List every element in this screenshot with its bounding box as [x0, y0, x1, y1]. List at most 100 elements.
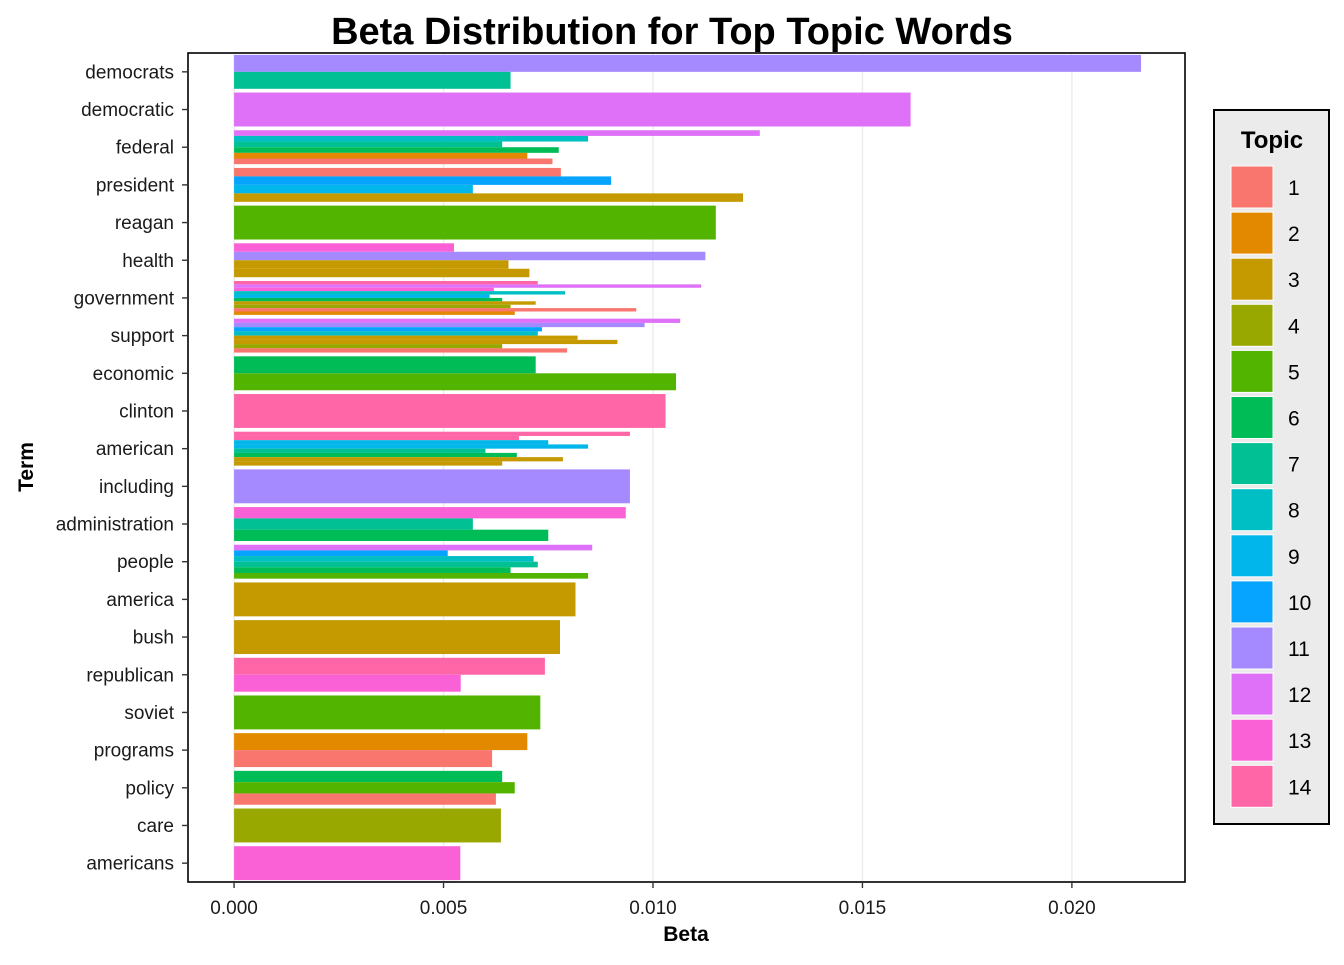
- legend-key-6: [1230, 396, 1274, 439]
- bar-american-topic-9: [234, 444, 589, 449]
- legend-key-11: [1230, 626, 1274, 670]
- bar-government-topic-14: [234, 280, 538, 285]
- bar-health-topic-3: [234, 260, 509, 269]
- bar-support-topic-12: [234, 318, 681, 323]
- y-tick-label-health: health: [122, 251, 174, 272]
- legend-label-13: 13: [1288, 730, 1311, 753]
- y-axis-label: Term: [15, 442, 38, 492]
- legend-label-14: 14: [1288, 776, 1312, 799]
- legend-key-5: [1230, 349, 1274, 393]
- bar-government-topic-13: [234, 287, 494, 292]
- bar-president-topic-10: [234, 176, 612, 185]
- bar-support-topic-3: [234, 335, 578, 340]
- y-tick-label-including: including: [99, 477, 174, 498]
- y-tick-label-republican: republican: [86, 665, 174, 686]
- y-tick-label-reagan: reagan: [115, 213, 174, 234]
- bar-american-topic-3: [234, 461, 503, 466]
- y-tick-label-support: support: [111, 326, 175, 347]
- y-tick-label-government: government: [74, 288, 175, 309]
- x-tick-label: 0.015: [839, 898, 887, 919]
- bar-support-topic-8: [234, 331, 538, 336]
- bar-federal-topic-7: [234, 141, 503, 148]
- bar-health-topic-3: [234, 268, 530, 278]
- bar-support-topic-1: [234, 348, 568, 353]
- bar-americans-topic-13: [234, 846, 461, 881]
- y-axis: democrats democratic federal president reaga…: [56, 62, 188, 875]
- bar-people-topic-10: [234, 550, 448, 557]
- bar-american-topic-9: [234, 440, 549, 445]
- y-tick-label-american: american: [96, 439, 174, 460]
- plot-panel-border: [187, 52, 1186, 883]
- legend-label-5: 5: [1288, 361, 1300, 384]
- bar-economic-topic-5: [234, 373, 677, 391]
- legend-key-7: [1230, 442, 1274, 486]
- legend-label-11: 11: [1288, 638, 1310, 661]
- bar-support-topic-3: [234, 339, 618, 345]
- y-tick-label-americans: americans: [86, 854, 174, 875]
- y-tick-label-programs: programs: [94, 741, 174, 762]
- bar-government-topic-8: [234, 291, 566, 295]
- bar-republican-topic-13: [234, 674, 461, 692]
- plot-panel: [187, 52, 1186, 883]
- bar-democrats-topic-7: [234, 71, 511, 89]
- legend-label-10: 10: [1288, 592, 1311, 615]
- bar-policy-topic-1: [234, 793, 496, 805]
- bar-clinton-topic-14: [234, 394, 666, 428]
- bar-including-topic-11: [234, 469, 630, 504]
- bar-policy-topic-5: [234, 782, 515, 794]
- bar-american-topic-14: [234, 435, 519, 441]
- legend-key-10: [1230, 580, 1274, 624]
- bar-american-topic-3: [234, 457, 563, 462]
- legend-key-14: [1230, 764, 1274, 808]
- legend-label-9: 9: [1288, 546, 1300, 569]
- bar-government-topic-12: [234, 284, 702, 288]
- bar-health-topic-11: [234, 251, 706, 261]
- bar-people-topic-5: [234, 573, 589, 579]
- y-tick-label-policy: policy: [125, 778, 174, 799]
- legend-key-12: [1230, 672, 1274, 716]
- bar-government-topic-9: [234, 294, 490, 298]
- bar-president-topic-9: [234, 184, 473, 194]
- y-tick-label-care: care: [137, 816, 174, 837]
- bar-programs-topic-1: [234, 750, 493, 768]
- legend-label-1: 1: [1288, 177, 1300, 200]
- bar-government-topic-2: [234, 311, 515, 315]
- bar-president-topic-3: [234, 193, 744, 202]
- bar-american-topic-7: [234, 448, 486, 453]
- bar-support-topic-11: [234, 322, 645, 328]
- legend-label-7: 7: [1288, 454, 1300, 477]
- legend-label-8: 8: [1288, 500, 1300, 523]
- bar-administration-topic-7: [234, 518, 473, 530]
- y-tick-label-america: america: [106, 590, 174, 611]
- bar-policy-topic-6: [234, 770, 503, 783]
- bar-republican-topic-14: [234, 657, 545, 675]
- legend-key-1: [1230, 165, 1274, 209]
- bar-people-topic-7: [234, 561, 538, 568]
- bar-support-topic-10: [234, 327, 542, 332]
- y-tick-label-administration: administration: [56, 515, 174, 536]
- legend-label-2: 2: [1288, 223, 1300, 246]
- y-tick-label-federal: federal: [116, 138, 174, 159]
- y-tick-label-clinton: clinton: [119, 401, 174, 422]
- bar-federal-topic-6: [234, 147, 559, 153]
- bar-support-topic-4: [234, 344, 503, 349]
- bar-people-topic-8: [234, 556, 534, 562]
- legend-key-2: [1230, 211, 1274, 255]
- bar-america-topic-3: [234, 582, 576, 617]
- y-tick-label-people: people: [117, 552, 174, 573]
- x-axis-label: Beta: [663, 923, 709, 946]
- bar-american-topic-14: [234, 431, 630, 436]
- legend-key-9: [1230, 534, 1274, 578]
- bar-administration-topic-13: [234, 507, 626, 519]
- bar-government-topic-6: [234, 297, 503, 302]
- legend-label-4: 4: [1288, 315, 1300, 338]
- y-tick-label-democratic: democratic: [81, 100, 174, 121]
- bar-president-topic-1: [234, 167, 561, 177]
- bar-government-topic-3: [234, 301, 536, 305]
- legend-key-8: [1230, 488, 1274, 532]
- x-tick-label: 0.020: [1048, 898, 1096, 919]
